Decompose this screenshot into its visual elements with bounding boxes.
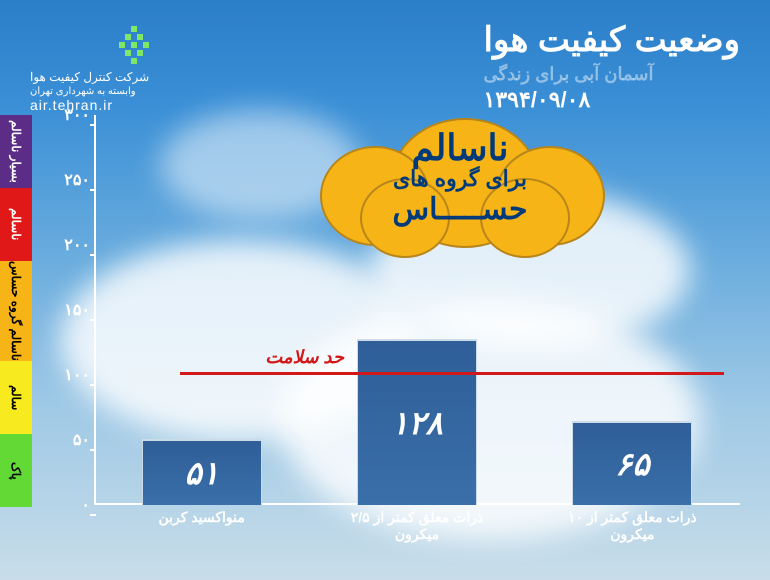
x-label: ذرات معلق کمتر از ۱۰ میکرون [547,509,717,545]
bar: ۵۱ [142,439,262,505]
x-label: منواکسید کربن [117,509,287,545]
scale-segment: پاک [0,434,32,507]
y-tick: ۲۵۰ [60,170,90,190]
logo-block: شرکت کنترل کیفیت هوا وابسته به شهرداری ت… [30,20,149,113]
org-name: شرکت کنترل کیفیت هوا [30,70,149,84]
page-title: وضعیت کیفیت هوا [484,20,740,60]
bar-value: ۶۵ [615,445,649,483]
bar-value: ۵۱ [185,454,219,492]
header: شرکت کنترل کیفیت هوا وابسته به شهرداری ت… [30,20,740,113]
status-sub1: برای گروه های [320,166,600,192]
x-labels: ذرات معلق کمتر از ۱۰ میکرون ذرات معلق کمت… [94,509,740,545]
x-label: ذرات معلق کمتر از ۲/۵ میکرون [332,509,502,545]
y-tick: ۵۰ [60,430,90,450]
scale-segment: بسیار ناسالم [0,115,32,188]
y-tick: ۰ [60,495,90,515]
bar: ۱۲۸ [357,339,477,505]
aqi-scale: بسیار ناسالمناسالمناسالم گروه حساسسالمپا… [0,115,32,507]
health-limit-label: حد سلامت [265,347,344,368]
date: ۱۳۹۴/۰۹/۰۸ [484,87,740,113]
y-tick: ۲۰۰ [60,235,90,255]
status-main: ناسالم [320,130,600,166]
bar-value: ۱۲۸ [391,404,443,442]
y-axis: ۰۵۰۱۰۰۱۵۰۲۰۰۲۵۰۳۰۰ [60,115,90,505]
aqi-status-bubble: ناسالم برای گروه های حســـــاس [320,118,600,248]
status-sub2: حســـــاس [320,192,600,227]
logo-icon [101,20,149,68]
slogan: آسمان آبی برای زندگی [484,64,740,85]
title-block: وضعیت کیفیت هوا آسمان آبی برای زندگی ۱۳۹… [484,20,740,113]
org-sub: وابسته به شهرداری تهران [30,86,149,97]
y-tick: ۱۵۰ [60,300,90,320]
scale-segment: ناسالم [0,188,32,261]
scale-segment: سالم [0,361,32,434]
health-limit-line: حد سلامت [180,372,724,375]
org-url: air.tehran.ir [30,97,149,113]
scale-segment: ناسالم گروه حساس [0,261,32,361]
y-tick: ۱۰۰ [60,365,90,385]
bar: ۶۵ [572,421,692,506]
